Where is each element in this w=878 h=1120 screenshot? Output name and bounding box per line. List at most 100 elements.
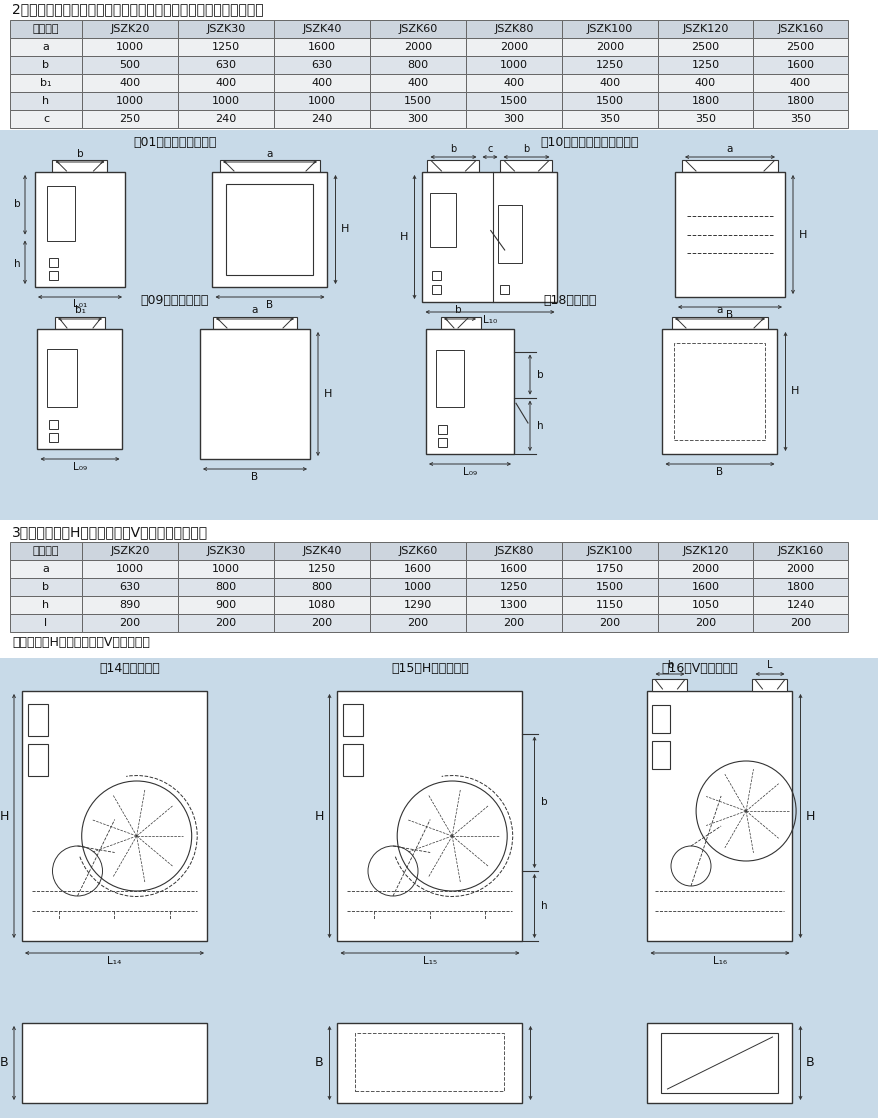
- Bar: [53, 160, 107, 172]
- Bar: [370, 578, 465, 596]
- Bar: [465, 20, 561, 38]
- Bar: [49, 433, 59, 442]
- Text: b: b: [42, 582, 49, 592]
- Text: 2000: 2000: [691, 564, 719, 573]
- Bar: [370, 74, 465, 92]
- Bar: [497, 205, 522, 263]
- Bar: [465, 92, 561, 110]
- Bar: [673, 343, 765, 440]
- Bar: [10, 578, 82, 596]
- Bar: [10, 74, 82, 92]
- Text: b: b: [454, 305, 461, 315]
- Text: 400: 400: [311, 78, 332, 88]
- Text: JSZK40: JSZK40: [302, 24, 342, 34]
- Text: 800: 800: [215, 582, 236, 592]
- Text: L: L: [766, 660, 772, 670]
- Text: L₁₄: L₁₄: [107, 956, 121, 965]
- Bar: [47, 186, 75, 241]
- Text: 1250: 1250: [307, 564, 335, 573]
- Text: 1800: 1800: [691, 96, 719, 106]
- Bar: [274, 92, 370, 110]
- Text: 1290: 1290: [403, 600, 432, 610]
- Bar: [370, 38, 465, 56]
- Bar: [212, 172, 327, 287]
- Text: 400: 400: [407, 78, 428, 88]
- Text: 1050: 1050: [691, 600, 719, 610]
- Text: JSZK20: JSZK20: [110, 547, 149, 556]
- Bar: [343, 704, 363, 736]
- Bar: [432, 271, 441, 280]
- Text: 200: 200: [407, 618, 428, 628]
- Text: JSZK60: JSZK60: [398, 24, 437, 34]
- Text: 300: 300: [407, 114, 428, 124]
- Text: a: a: [716, 305, 723, 315]
- Bar: [10, 20, 82, 38]
- Text: 400: 400: [215, 78, 236, 88]
- Text: 1240: 1240: [786, 600, 814, 610]
- Text: 800: 800: [311, 582, 332, 592]
- Text: H: H: [790, 386, 799, 396]
- Bar: [28, 704, 48, 736]
- Text: 1800: 1800: [786, 96, 814, 106]
- Text: H: H: [341, 224, 349, 234]
- Text: 1080: 1080: [307, 600, 335, 610]
- Text: 1000: 1000: [116, 564, 144, 573]
- Text: b: b: [522, 144, 529, 155]
- Bar: [82, 578, 178, 596]
- Bar: [178, 578, 274, 596]
- Bar: [465, 560, 561, 578]
- Bar: [500, 160, 552, 172]
- Text: 2000: 2000: [786, 564, 814, 573]
- Bar: [430, 193, 456, 248]
- Bar: [82, 38, 178, 56]
- Text: L₀₉: L₀₉: [73, 461, 87, 472]
- Text: （10）排风、回风、新风段: （10）排风、回风、新风段: [540, 136, 638, 149]
- Text: B: B: [315, 1056, 323, 1070]
- Text: 1000: 1000: [307, 96, 335, 106]
- Bar: [465, 542, 561, 560]
- Bar: [10, 560, 82, 578]
- Bar: [220, 160, 320, 172]
- Text: L₀₁: L₀₁: [73, 299, 87, 309]
- Text: a: a: [267, 149, 273, 159]
- Text: H: H: [0, 810, 9, 822]
- Bar: [681, 160, 777, 172]
- Bar: [465, 56, 561, 74]
- Bar: [274, 38, 370, 56]
- Text: JSZK100: JSZK100: [587, 547, 632, 556]
- Text: 1000: 1000: [500, 60, 528, 69]
- Text: 630: 630: [119, 582, 140, 592]
- Bar: [658, 92, 752, 110]
- Bar: [752, 38, 847, 56]
- Bar: [561, 20, 658, 38]
- Text: 800: 800: [407, 60, 428, 69]
- Bar: [10, 92, 82, 110]
- Bar: [561, 578, 658, 596]
- Bar: [178, 56, 274, 74]
- Bar: [200, 329, 310, 459]
- Bar: [651, 704, 670, 732]
- Text: 1250: 1250: [691, 60, 719, 69]
- Text: 2000: 2000: [595, 41, 623, 52]
- Bar: [212, 317, 297, 329]
- Text: 2500: 2500: [786, 41, 814, 52]
- Text: b: b: [76, 149, 83, 159]
- Bar: [49, 271, 58, 280]
- Text: H: H: [798, 230, 806, 240]
- Bar: [499, 284, 508, 295]
- Text: 400: 400: [789, 78, 810, 88]
- Bar: [337, 691, 522, 941]
- Text: 1000: 1000: [116, 41, 144, 52]
- Bar: [370, 56, 465, 74]
- Text: JSZK30: JSZK30: [206, 547, 245, 556]
- Bar: [561, 596, 658, 614]
- Text: 630: 630: [215, 60, 236, 69]
- Bar: [82, 560, 178, 578]
- Text: （01）新、回风混合段: （01）新、回风混合段: [133, 136, 217, 149]
- Text: 400: 400: [503, 78, 524, 88]
- Text: a: a: [42, 564, 49, 573]
- Text: 1000: 1000: [212, 564, 240, 573]
- Text: 200: 200: [119, 618, 140, 628]
- Bar: [274, 74, 370, 92]
- Text: b: b: [450, 144, 456, 155]
